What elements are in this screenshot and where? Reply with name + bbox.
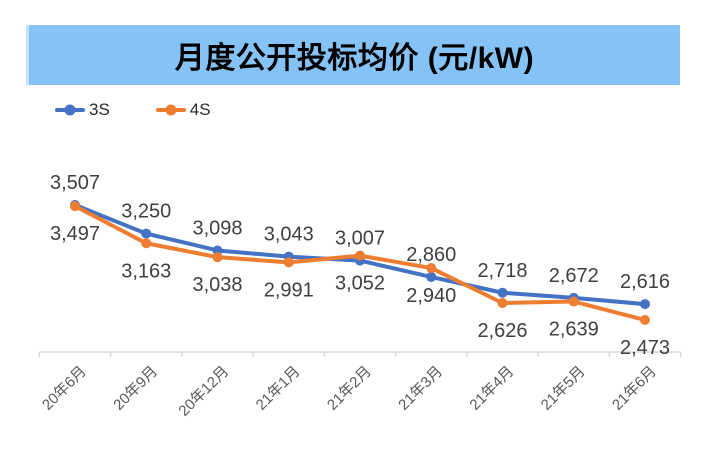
data-label: 3,507 (50, 172, 100, 194)
data-label: 2,860 (406, 244, 456, 266)
series-3s-point (497, 287, 508, 298)
data-label: 3,052 (335, 273, 385, 295)
legend-item-4s: 4S (155, 100, 211, 120)
series-4s-point (283, 257, 294, 268)
x-axis (38, 351, 682, 357)
x-axis-label: 20年12月 (175, 363, 232, 420)
x-axis-label: 21年2月 (324, 363, 375, 414)
x-axis-label: 21年1月 (253, 363, 304, 414)
series-4s-data-labels: 3,497 3,163 3,038 2,991 3,052 2,940 2,626 2,639… (50, 223, 670, 359)
series-4s-point (497, 297, 508, 308)
series-4s (70, 201, 650, 325)
x-axis-label: 20年6月 (39, 363, 90, 414)
series-4s-point (70, 201, 80, 212)
series-3s-point (141, 228, 152, 239)
series-4s-point (426, 263, 437, 274)
data-label: 2,718 (477, 260, 527, 282)
data-label: 3,497 (50, 223, 100, 245)
legend-label-4s: 4S (189, 100, 211, 119)
data-label: 3,043 (264, 224, 314, 246)
x-axis-label: 21年4月 (466, 363, 517, 414)
chart-title: 月度公开投标均价 (元/kW) (26, 25, 680, 85)
data-label: 3,007 (335, 228, 385, 250)
data-label: 2,616 (620, 271, 670, 293)
data-label: 2,672 (549, 265, 599, 287)
series-4s-point (355, 250, 365, 261)
series-4s-point (212, 252, 223, 263)
data-label: 2,639 (549, 319, 599, 341)
legend-item-3s: 3S (55, 100, 110, 120)
series-3s-point (426, 271, 437, 282)
data-label: 2,626 (477, 320, 527, 342)
series-3s-data-labels: 3,507 3,250 3,098 3,043 3,007 2,860 2,718 2,672… (50, 172, 670, 293)
data-label: 3,038 (192, 274, 242, 296)
x-axis-label: 21年3月 (395, 363, 446, 414)
data-label: 3,250 (121, 201, 171, 223)
x-axis-label: 21年6月 (609, 363, 660, 414)
legend-line-dot-icon-3s (55, 104, 85, 116)
series-4s-point (141, 238, 152, 249)
data-label: 3,163 (121, 260, 171, 282)
x-axis-label: 21年5月 (538, 363, 589, 414)
legend: 3S 4S (55, 100, 211, 120)
x-axis-label: 20年9月 (110, 363, 161, 414)
x-axis-labels: 20年6月 20年9月 20年12月 21年1月 21年2月 21年3月 21年4月 21年5… (39, 363, 660, 420)
legend-label-3s: 3S (89, 100, 110, 119)
data-label: 3,098 (192, 217, 242, 239)
data-label: 2,940 (406, 285, 456, 307)
series-3s-point (640, 299, 650, 310)
series-4s-point (568, 296, 579, 307)
data-label: 2,473 (620, 337, 670, 359)
legend-line-dot-icon-4s (155, 104, 186, 116)
data-label: 2,991 (264, 279, 314, 301)
series-4s-point (640, 315, 650, 325)
